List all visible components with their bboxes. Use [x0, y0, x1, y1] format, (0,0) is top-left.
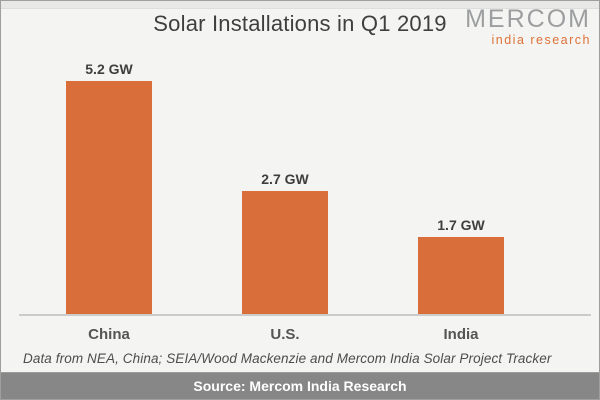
- bar-china: [66, 81, 152, 315]
- source-footer-text: Source: Mercom India Research: [193, 378, 407, 394]
- bar-column-india: 1.7 GW: [418, 61, 504, 315]
- bar-value-label-india: 1.7 GW: [437, 217, 485, 233]
- category-axis-labels: China U.S. India: [66, 326, 504, 343]
- category-label-china: China: [88, 326, 130, 343]
- source-footer-bar: Source: Mercom India Research: [1, 372, 599, 399]
- bar-us: [242, 191, 328, 315]
- top-edge-strip: [1, 1, 599, 9]
- category-label-india: India: [443, 326, 479, 343]
- category-label-us: U.S.: [270, 326, 300, 343]
- bar-chart-plot-area: 5.2 GW 2.7 GW 1.7 GW: [66, 61, 504, 315]
- x-axis-line: [19, 314, 591, 316]
- bar-india: [418, 237, 504, 315]
- bar-column-us: 2.7 GW: [242, 61, 328, 315]
- bar-value-label-china: 5.2 GW: [85, 61, 133, 77]
- data-source-footnote: Data from NEA, China; SEIA/Wood Mackenzi…: [23, 351, 552, 366]
- mercom-logo-brand: MERCOM: [465, 5, 591, 33]
- bar-column-china: 5.2 GW: [66, 61, 152, 315]
- mercom-logo: MERCOM india research: [465, 7, 591, 47]
- bar-value-label-us: 2.7 GW: [261, 171, 309, 187]
- chart-title: Solar Installations in Q1 2019: [153, 11, 447, 36]
- mercom-logo-subtitle: india research: [491, 33, 591, 47]
